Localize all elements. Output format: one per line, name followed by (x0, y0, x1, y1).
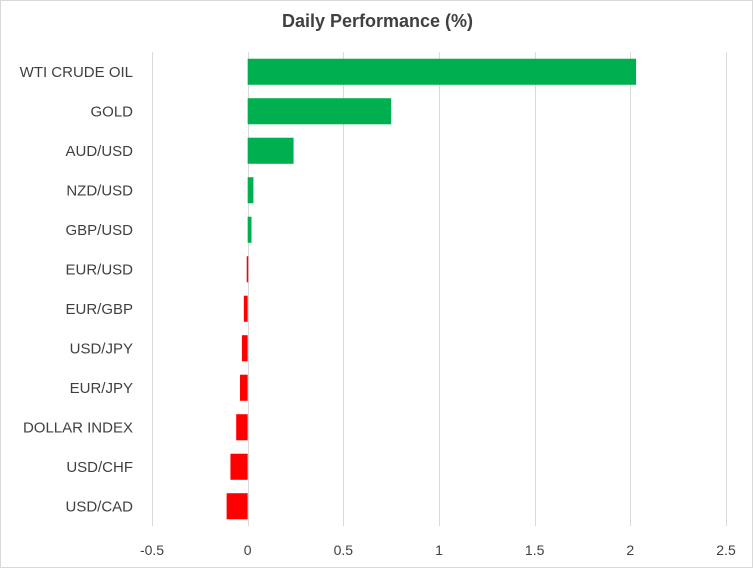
x-tick-label: -0.5 (140, 542, 164, 558)
category-labels: WTI CRUDE OIL GOLD AUD/USD NZD/USD GBP/USD EU… (20, 64, 134, 516)
bar (240, 374, 248, 401)
bar (236, 414, 248, 441)
category-label: WTI CRUDE OIL (20, 64, 133, 81)
x-tick-label: 1 (435, 542, 443, 558)
category-label: DOLLAR INDEX (23, 419, 133, 436)
x-tick-label: 1.5 (525, 542, 545, 558)
category-label: USD/CHF (66, 459, 133, 476)
category-label: GOLD (90, 103, 133, 120)
bar (226, 493, 248, 520)
category-label: NZD/USD (66, 182, 133, 199)
x-tick-label: 2 (626, 542, 634, 558)
bars (226, 58, 637, 520)
chart-title: Daily Performance (%) (281, 11, 474, 31)
x-tick-label: 0 (244, 542, 252, 558)
bar (247, 137, 294, 164)
bar (247, 177, 254, 204)
gridlines (152, 52, 727, 526)
x-tick-label: 0.5 (334, 542, 354, 558)
bar (243, 295, 248, 322)
category-label: EUR/USD (65, 261, 133, 278)
category-label: GBP/USD (65, 222, 133, 239)
bar (247, 58, 637, 85)
category-label: USD/JPY (70, 340, 133, 357)
bar (247, 216, 252, 243)
bar (230, 453, 248, 480)
category-label: USD/CAD (65, 498, 133, 515)
bar (247, 98, 392, 125)
category-label: EUR/GBP (65, 301, 133, 318)
x-axis-tick-labels: -0.5 0 0.5 1 1.5 2 2.5 (140, 542, 736, 558)
bar (246, 256, 249, 283)
category-label: AUD/USD (65, 143, 133, 160)
bar (241, 335, 248, 362)
x-tick-label: 2.5 (716, 542, 736, 558)
category-label: EUR/JPY (70, 380, 133, 397)
